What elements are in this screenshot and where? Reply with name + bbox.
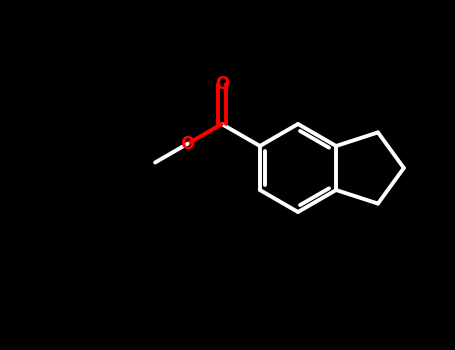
Text: O: O (215, 75, 229, 93)
Text: O: O (180, 135, 195, 153)
